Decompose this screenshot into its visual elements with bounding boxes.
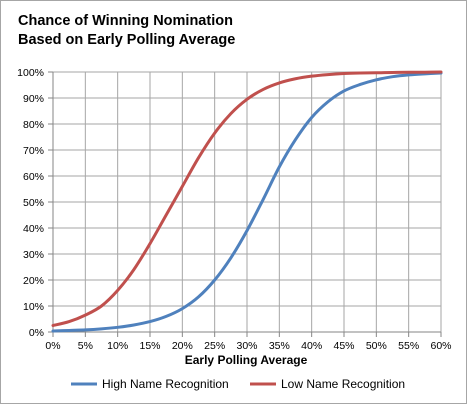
legend: High Name Recognition Low Name Recognitio… — [71, 377, 405, 391]
series-lines — [51, 70, 443, 333]
x-tick-label: 30% — [236, 340, 257, 352]
x-tick-label: 50% — [366, 340, 387, 352]
x-tick-label: 0% — [45, 340, 60, 352]
x-tick-label: 55% — [398, 340, 419, 352]
y-tick-label: 0% — [29, 327, 44, 339]
x-axis-label: Early Polling Average — [185, 353, 308, 367]
y-tick-label: 60% — [23, 171, 44, 183]
y-tick-label: 100% — [17, 67, 44, 79]
x-tick-label: 20% — [172, 340, 193, 352]
gridlines — [48, 71, 442, 337]
x-axis-ticks: 0% 5% 10% 15% 20% 25% 30% 35% 40% 45% 50% 55% 60% — [45, 340, 451, 352]
y-tick-label: 30% — [23, 249, 44, 261]
chart-title-line-1: Chance of Winning Nomination — [18, 13, 233, 29]
legend-label: High Name Recognition — [102, 377, 229, 391]
x-tick-label: 60% — [430, 340, 451, 352]
x-tick-label: 15% — [139, 340, 160, 352]
y-tick-label: 10% — [23, 301, 44, 313]
legend-label: Low Name Recognition — [281, 377, 405, 391]
x-tick-label: 40% — [301, 340, 322, 352]
x-tick-label: 35% — [269, 340, 290, 352]
series-line-high-name-recognition — [51, 71, 443, 333]
y-tick-label: 20% — [23, 275, 44, 287]
series-line-low-name-recognition — [51, 70, 443, 327]
chart-title-line-2: Based on Early Polling Average — [18, 32, 235, 48]
y-tick-label: 70% — [23, 145, 44, 157]
y-axis-ticks: 0% 10% 20% 30% 40% 50% 60% 70% 80% 90% 100% — [17, 67, 44, 339]
x-tick-label: 45% — [333, 340, 354, 352]
x-tick-label: 5% — [78, 340, 93, 352]
x-tick-label: 10% — [107, 340, 128, 352]
x-tick-label: 25% — [204, 340, 225, 352]
y-tick-label: 40% — [23, 223, 44, 235]
y-tick-label: 50% — [23, 197, 44, 209]
y-tick-label: 90% — [23, 93, 44, 105]
y-tick-label: 80% — [23, 119, 44, 131]
